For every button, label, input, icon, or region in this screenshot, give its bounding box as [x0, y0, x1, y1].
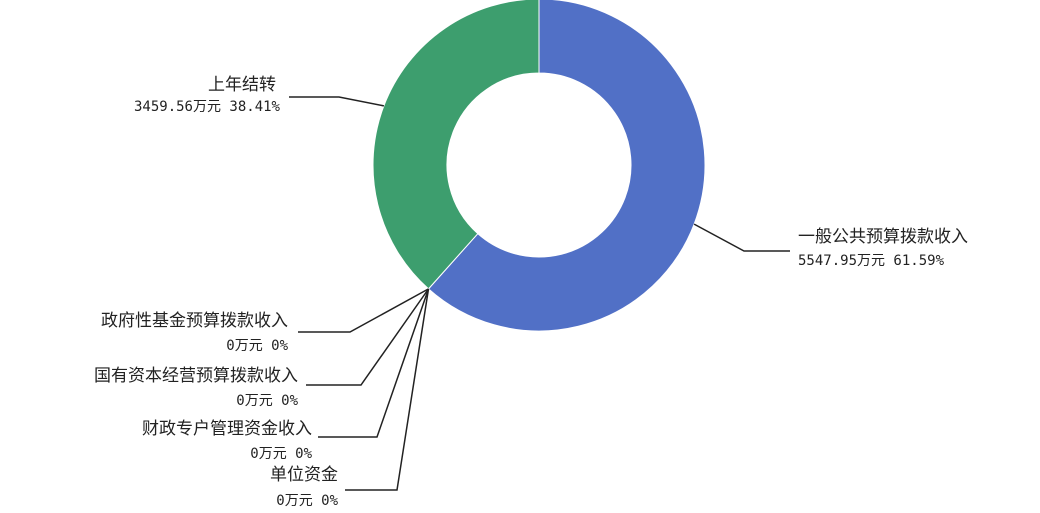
slice-5-name-label: 单位资金 — [270, 465, 338, 485]
slice-3-name-label: 国有资本经营预算拨款收入 — [94, 366, 298, 386]
slice-6-value-label: 3459.56万元 38.41% — [134, 99, 281, 115]
slice-5-leader-line — [345, 288, 430, 491]
slice-2-leader-line — [298, 288, 429, 333]
leader-lines — [289, 96, 790, 491]
slice-4-leader-line — [318, 288, 430, 438]
slice-1-name-label: 一般公共预算拨款收入 — [798, 227, 968, 247]
slice-6-wedge — [372, 0, 540, 290]
donut-slices — [372, 0, 706, 332]
slice-2-name-label: 政府性基金预算拨款收入 — [101, 311, 288, 331]
slice-4-name-label: 财政专户管理资金收入 — [142, 419, 312, 439]
slice-1-leader-line — [693, 223, 790, 252]
slice-6-leader-line — [289, 96, 385, 107]
slice-2-value-label: 0万元 0% — [226, 338, 288, 354]
slice-4-value-label: 0万元 0% — [250, 446, 312, 462]
slice-1-value-label: 5547.95万元 61.59% — [798, 253, 945, 269]
slice-6-name-label: 上年结转 — [208, 75, 276, 95]
slice-1-wedge — [427, 0, 706, 332]
slice-5-value-label: 0万元 0% — [276, 493, 338, 509]
slice-3-leader-line — [306, 288, 430, 386]
slice-labels: 一般公共预算拨款收入 5547.95万元 61.59% 政府性基金预算拨款收入 0万元… — [94, 75, 968, 509]
slice-3-value-label: 0万元 0% — [236, 393, 298, 409]
